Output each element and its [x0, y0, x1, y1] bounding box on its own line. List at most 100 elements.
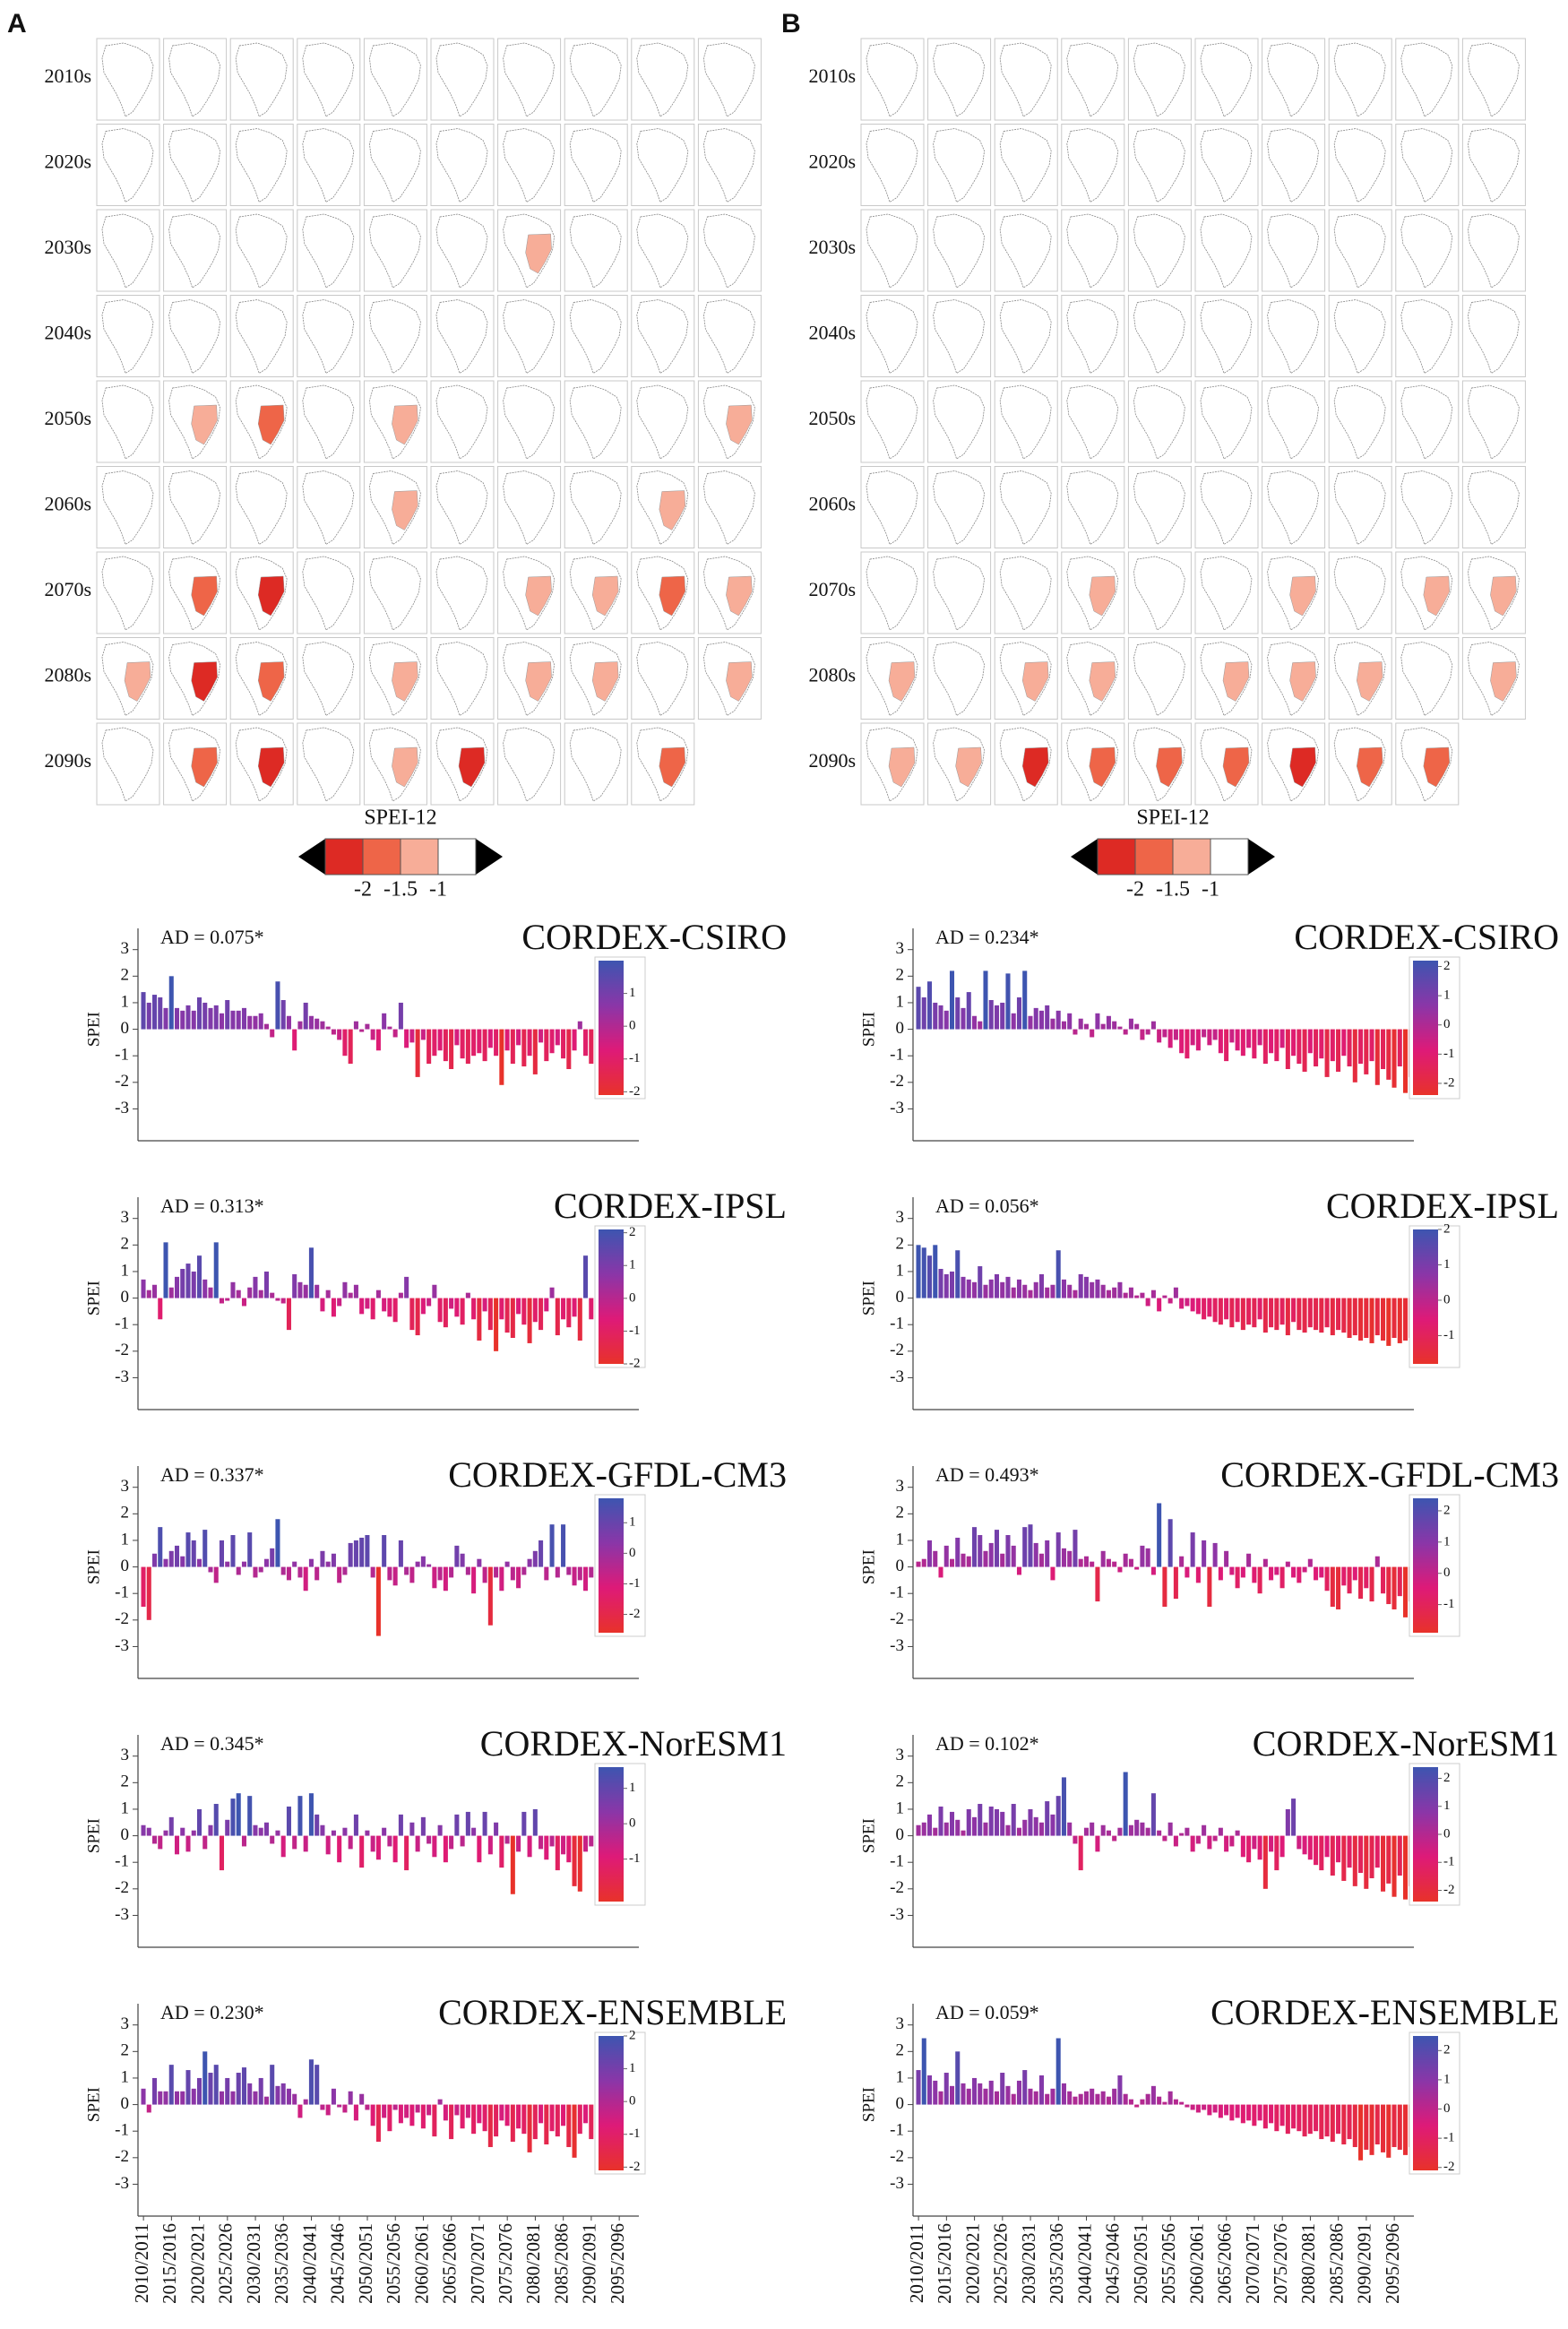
bar	[1257, 2104, 1262, 2121]
bar	[213, 1005, 219, 1030]
bar	[477, 1029, 482, 1054]
bar	[471, 1827, 477, 1836]
y-tick-label: -3	[115, 1099, 129, 1117]
bar	[1274, 1835, 1279, 1871]
bar	[926, 1540, 933, 1567]
bar	[180, 2091, 185, 2105]
bar	[1022, 1819, 1028, 1836]
bar	[174, 1835, 180, 1855]
y-tick-label: -3	[890, 1636, 904, 1655]
drought-area	[1289, 405, 1316, 444]
y-tick-label: -3	[890, 1905, 904, 1924]
bar	[482, 1811, 487, 1836]
decade-label: 2070s	[44, 578, 91, 600]
map-cell	[927, 295, 992, 377]
bar	[174, 1545, 180, 1567]
bar	[1218, 1827, 1223, 1836]
drought-area	[1423, 319, 1450, 359]
y-tick-label: 1	[121, 1261, 130, 1280]
bar	[348, 1029, 353, 1065]
drought-area	[592, 319, 619, 359]
bar	[1106, 2096, 1111, 2105]
bar	[1195, 1029, 1201, 1051]
bar	[1319, 1029, 1324, 1059]
x-tick-label: 2025/2026	[215, 2223, 237, 2304]
bar	[225, 1819, 230, 1836]
bar	[966, 1808, 971, 1836]
y-tick-label: 0	[121, 1019, 130, 1038]
bar	[1179, 1556, 1185, 1567]
bar	[174, 1007, 180, 1030]
bar	[365, 1023, 370, 1030]
bar	[499, 1566, 504, 1591]
map-cell	[297, 295, 361, 377]
bar	[577, 2104, 582, 2135]
map-cell	[1262, 380, 1326, 463]
bar	[409, 1566, 415, 1583]
map-cell	[860, 380, 925, 463]
bar	[409, 1029, 415, 1043]
chart-title: CORDEX-ENSEMBLE	[1210, 1992, 1559, 2032]
map-cell	[163, 722, 228, 806]
drought-area	[124, 661, 151, 702]
bar	[387, 2104, 392, 2132]
bar	[988, 1806, 994, 1836]
bar	[1202, 1540, 1207, 1567]
map-cell	[497, 551, 562, 634]
legend-tick-label: -1	[429, 878, 447, 901]
bar	[532, 1808, 538, 1836]
bar	[247, 1796, 253, 1836]
bar	[510, 2104, 515, 2143]
bar	[1212, 1298, 1218, 1323]
bar	[443, 2104, 448, 2121]
bar	[1067, 2091, 1073, 2105]
x-tick-label: 2025/2026	[990, 2223, 1012, 2304]
bar	[1246, 1553, 1252, 1567]
bar	[921, 997, 926, 1030]
bar	[983, 1284, 988, 1298]
drought-area	[955, 234, 982, 273]
y-tick-label: -2	[115, 1341, 129, 1359]
colorbar	[1413, 1229, 1438, 1364]
bar	[353, 1284, 358, 1298]
map-cell	[1127, 38, 1192, 121]
drought-area	[1357, 576, 1383, 616]
bar	[465, 1292, 470, 1298]
colorbar-tick-label: 0	[629, 1816, 636, 1831]
x-tick-label: 2070/2071	[467, 2223, 488, 2304]
bar	[1090, 1281, 1095, 1298]
bar	[225, 1298, 230, 1301]
drought-area	[889, 405, 915, 444]
map-cell	[497, 38, 562, 121]
bar	[303, 1284, 308, 1298]
map-cell	[1061, 380, 1125, 463]
drought-area	[1357, 405, 1383, 444]
bar	[196, 1558, 202, 1567]
legend-tick-label: -1.5	[383, 878, 418, 901]
bar	[258, 1290, 263, 1298]
y-tick-label: -2	[890, 1072, 904, 1091]
bar	[1307, 1029, 1313, 1054]
drought-area	[258, 63, 285, 102]
bar	[392, 1298, 398, 1323]
bar	[297, 2104, 303, 2118]
bar	[961, 1276, 966, 1298]
bar	[933, 1002, 938, 1030]
bar	[1386, 2104, 1391, 2158]
drought-area	[324, 576, 351, 616]
bar	[544, 1029, 549, 1062]
bar	[916, 987, 921, 1030]
bar	[292, 1561, 297, 1567]
y-tick-label: -3	[115, 1905, 129, 1924]
bar	[577, 1298, 582, 1341]
bar	[544, 1566, 549, 1581]
y-axis-label: SPEI	[859, 2087, 878, 2122]
bar	[1190, 1298, 1195, 1312]
bar	[1246, 1298, 1252, 1325]
bar	[1397, 1298, 1402, 1343]
bar	[1022, 1527, 1028, 1567]
bar	[465, 1811, 470, 1836]
colorbar-tick-label: -1	[1443, 2131, 1455, 2145]
drought-area	[1357, 148, 1383, 188]
bar	[1100, 1023, 1106, 1030]
